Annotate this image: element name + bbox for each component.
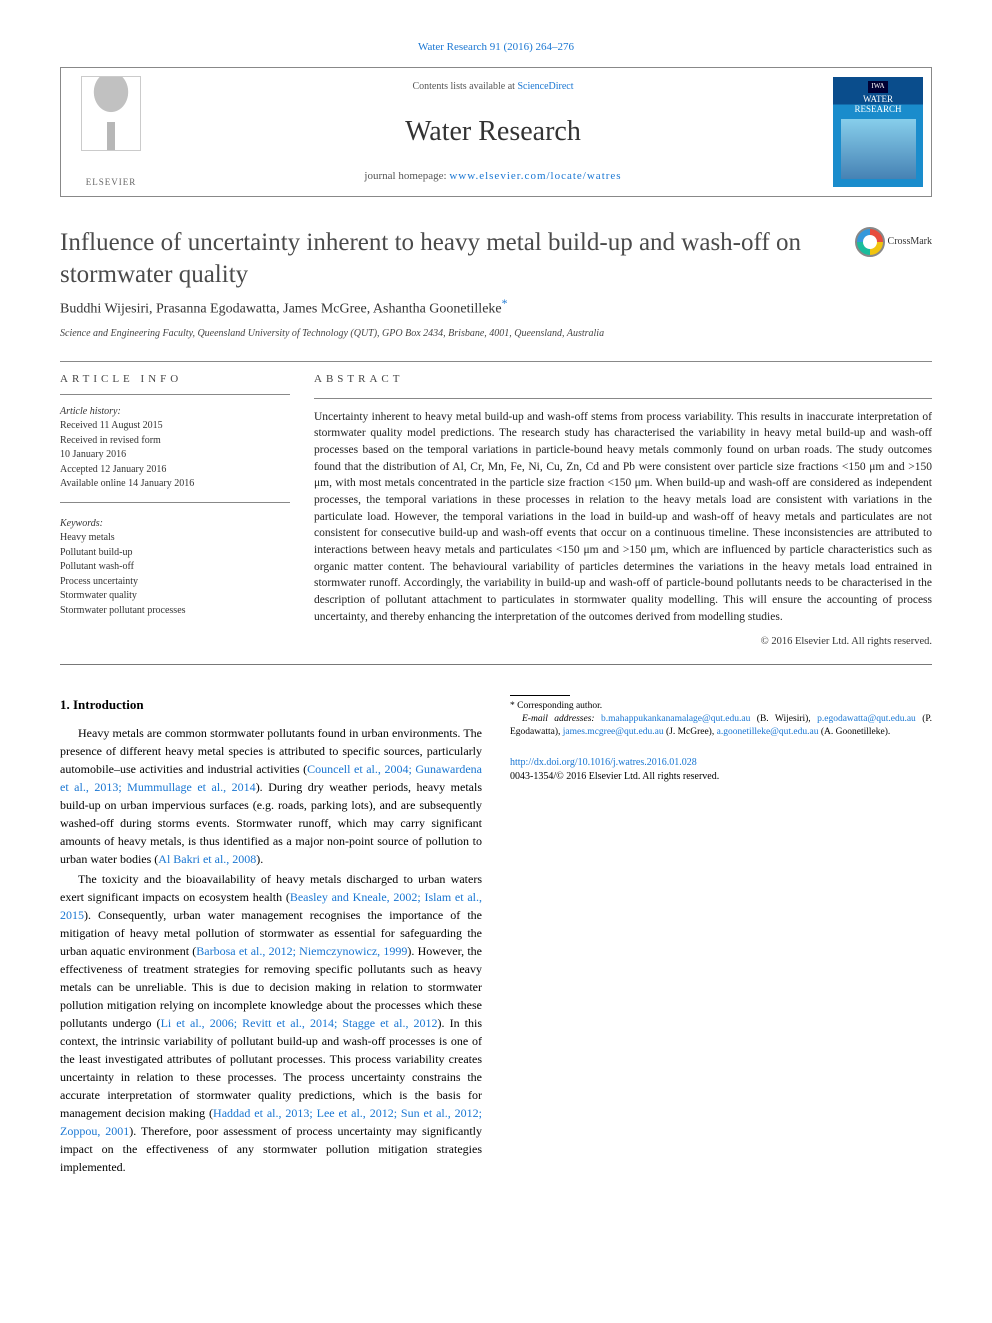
keywords-block: Keywords: Heavy metals Pollutant build-u… (60, 517, 290, 619)
history-received: Received 11 August 2015 (60, 419, 290, 434)
citation-ref[interactable]: Al Bakri et al., 2008 (158, 852, 256, 866)
citation-ref[interactable]: Li et al., 2006; Revitt et al., 2014; St… (161, 1016, 438, 1030)
cover-iwa-badge: IWA (868, 81, 887, 93)
keyword-item: Pollutant build-up (60, 546, 290, 561)
keyword-item: Heavy metals (60, 531, 290, 546)
citation-ref[interactable]: Barbosa et al., 2012; Niemczynowicz, 199… (196, 944, 407, 958)
citation-link[interactable]: Water Research 91 (2016) 264–276 (418, 41, 574, 53)
email-link[interactable]: b.mahappukankanamalage@qut.edu.au (601, 714, 750, 724)
doi-link[interactable]: http://dx.doi.org/10.1016/j.watres.2016.… (510, 757, 697, 768)
journal-header: ELSEVIER Contents lists available at Sci… (60, 67, 932, 197)
email-link[interactable]: james.mcgree@qut.edu.au (563, 727, 664, 737)
abstract-text: Uncertainty inherent to heavy metal buil… (314, 409, 932, 626)
journal-homepage: journal homepage: www.elsevier.com/locat… (161, 169, 825, 184)
crossmark-badge[interactable]: CrossMark (855, 227, 932, 257)
corresponding-author-note: * Corresponding author. (510, 700, 932, 713)
cover-title: WATER RESEARCH (854, 95, 901, 115)
footnote-separator (510, 695, 570, 696)
publisher-logo-box: ELSEVIER (61, 68, 161, 196)
elsevier-tree-icon (81, 76, 141, 151)
keywords-label: Keywords: (60, 517, 290, 532)
doi-block: http://dx.doi.org/10.1016/j.watres.2016.… (510, 756, 932, 784)
history-label: Article history: (60, 405, 290, 420)
cover-image-icon (841, 119, 916, 179)
keyword-item: Process uncertainty (60, 575, 290, 590)
contents-line: Contents lists available at ScienceDirec… (161, 80, 825, 94)
history-accepted: Accepted 12 January 2016 (60, 463, 290, 478)
authors-line: Buddhi Wijesiri, Prasanna Egodawatta, Ja… (60, 296, 932, 319)
issn-copyright: 0043-1354/© 2016 Elsevier Ltd. All right… (510, 771, 719, 782)
email-link[interactable]: a.goonetilleke@qut.edu.au (717, 727, 819, 737)
section-heading-intro: 1. Introduction (60, 695, 482, 715)
article-info-heading: ARTICLE INFO (60, 372, 290, 387)
keyword-item: Stormwater pollutant processes (60, 604, 290, 619)
homepage-link[interactable]: www.elsevier.com/locate/watres (449, 170, 621, 182)
divider (60, 394, 290, 395)
history-revised-line1: Received in revised form (60, 434, 290, 449)
journal-name: Water Research (161, 112, 825, 151)
journal-cover-thumbnail: IWA WATER RESEARCH (833, 77, 923, 187)
article-history: Article history: Received 11 August 2015… (60, 405, 290, 492)
emails-label: E-mail addresses: (522, 714, 601, 724)
article-title: Influence of uncertainty inherent to hea… (60, 227, 932, 290)
history-online: Available online 14 January 2016 (60, 477, 290, 492)
journal-center: Contents lists available at ScienceDirec… (161, 68, 825, 196)
history-revised-line2: 10 January 2016 (60, 448, 290, 463)
divider (60, 502, 290, 503)
email-addresses: E-mail addresses: b.mahappukankanamalage… (510, 713, 932, 739)
affiliation: Science and Engineering Faculty, Queensl… (60, 327, 932, 341)
top-citation: Water Research 91 (2016) 264–276 (60, 40, 932, 55)
sciencedirect-link[interactable]: ScienceDirect (517, 81, 573, 92)
abstract-copyright: © 2016 Elsevier Ltd. All rights reserved… (314, 635, 932, 650)
crossmark-icon (855, 227, 885, 257)
email-link[interactable]: p.egodawatta@qut.edu.au (817, 714, 916, 724)
body-paragraph: Heavy metals are common stormwater pollu… (60, 724, 482, 868)
homepage-prefix: journal homepage: (364, 170, 449, 182)
divider (60, 664, 932, 665)
publisher-label: ELSEVIER (86, 176, 137, 189)
abstract-heading: ABSTRACT (314, 372, 932, 387)
divider (60, 361, 932, 362)
footnotes: * Corresponding author. E-mail addresses… (510, 700, 932, 738)
authors-text: Buddhi Wijesiri, Prasanna Egodawatta, Ja… (60, 302, 502, 317)
crossmark-label: CrossMark (888, 235, 932, 249)
corresponding-marker: * (502, 297, 508, 310)
body-paragraph: The toxicity and the bioavailability of … (60, 870, 482, 1176)
keyword-item: Pollutant wash-off (60, 560, 290, 575)
contents-prefix: Contents lists available at (412, 81, 517, 92)
body-two-column: 1. Introduction Heavy metals are common … (60, 695, 932, 1177)
divider (314, 398, 932, 399)
keyword-item: Stormwater quality (60, 589, 290, 604)
